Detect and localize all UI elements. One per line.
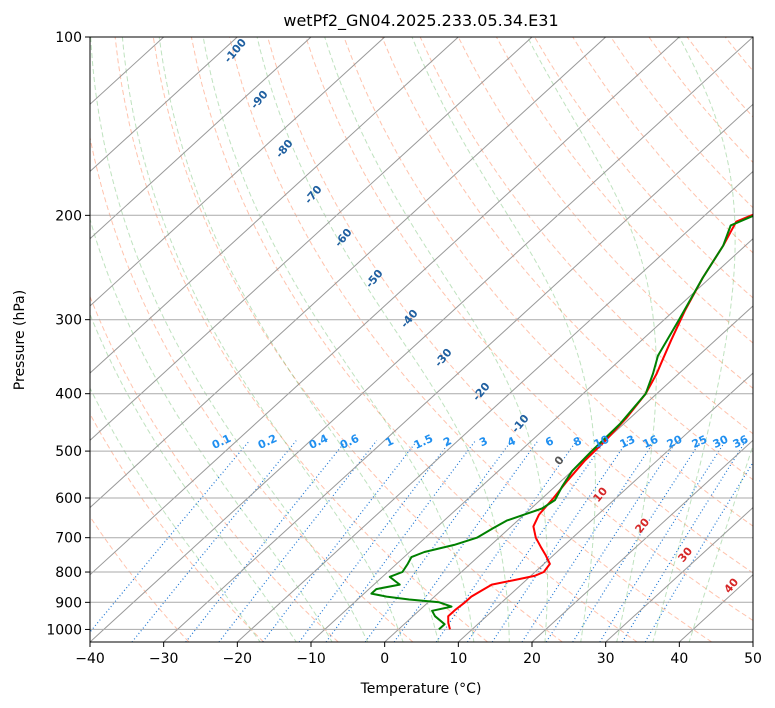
y-tick-label: 400	[55, 387, 82, 403]
mixing-ratio-line	[131, 440, 297, 642]
dry-adiabat	[229, 37, 712, 642]
y-tick-label: 200	[55, 208, 82, 224]
x-tick-label: 30	[597, 651, 615, 667]
x-tick-label: −30	[149, 651, 179, 667]
isotherm	[310, 237, 753, 642]
mixing-ratio-line	[298, 440, 452, 642]
mixing-ratio-label: 10	[592, 433, 612, 451]
plot-frame	[89, 36, 754, 643]
mixing-ratio-label: 13	[618, 433, 637, 451]
dry-adiabat	[457, 37, 753, 389]
y-tick-label: 300	[55, 313, 82, 329]
mixing-ratio-label: 36	[731, 433, 751, 451]
moist-adiabat	[527, 37, 657, 642]
dry-adiabat	[343, 37, 753, 527]
dry-adiabat	[495, 37, 753, 344]
moist-adiabat	[90, 313, 297, 642]
moist-adiabat	[90, 37, 369, 642]
mixing-ratio-line	[545, 440, 678, 642]
dry-adiabat	[534, 37, 753, 299]
mixing-ratio-line	[262, 440, 418, 642]
y-tick-label: 800	[55, 565, 82, 581]
moist-adiabat	[411, 37, 596, 642]
mixing-ratio-line	[435, 440, 578, 642]
dry-adiabat	[419, 37, 753, 435]
mixing-ratio-line	[218, 440, 378, 642]
isotherm	[90, 37, 312, 240]
isotherm	[384, 305, 753, 642]
grid-lines	[90, 37, 753, 642]
isotherm	[90, 37, 238, 173]
isotherm	[90, 37, 533, 442]
y-axis-label: Pressure (hPa)	[12, 290, 28, 390]
mixing-ratio-line	[90, 440, 251, 633]
temperature-trace	[447, 213, 753, 630]
x-tick-label: 50	[744, 651, 762, 667]
dry-adiabat	[90, 412, 264, 642]
x-tick-label: 40	[670, 651, 688, 667]
isotherm	[236, 170, 753, 642]
mixing-ratio-line	[621, 440, 747, 642]
y-tick-label: 600	[55, 491, 82, 507]
y-tick-label: 1000	[46, 622, 82, 638]
isotherm	[90, 37, 753, 642]
mixing-ratio-label: 16	[641, 433, 661, 451]
moist-adiabat	[121, 37, 404, 642]
x-tick-label: 20	[523, 651, 541, 667]
moist-adiabat	[324, 37, 549, 642]
isotherm	[531, 439, 753, 642]
mixing-ratio-line	[491, 440, 629, 642]
isotherm	[90, 37, 386, 307]
isotherm	[605, 506, 753, 642]
dry-adiabat	[152, 37, 563, 642]
x-tick-label: −40	[75, 651, 105, 667]
y-axis: 100 200 300 400 500 600 700 800 900 1000	[46, 30, 90, 638]
y-tick-label: 700	[55, 531, 82, 547]
mixing-ratio-label: 25	[690, 433, 709, 451]
chart-title: wetPf2_GN04.2025.233.05.34.E31	[283, 11, 558, 31]
x-tick-label: −20	[223, 651, 253, 667]
dewpoint-trace	[370, 214, 753, 631]
isotherm	[90, 37, 459, 374]
y-tick-label: 900	[55, 595, 82, 611]
mixing-ratio-label: 20	[665, 433, 685, 451]
isotherm	[90, 37, 680, 576]
x-tick-label: 0	[380, 651, 389, 667]
profile-traces	[370, 213, 753, 631]
mixing-ratio-line	[599, 440, 727, 642]
y-tick-label: 100	[55, 30, 82, 46]
isotherm	[90, 37, 607, 509]
dry-adiabat	[114, 37, 488, 642]
x-axis-label: Temperature (°C)	[360, 681, 482, 697]
dry-adiabat	[190, 37, 638, 642]
x-tick-label: 10	[449, 651, 467, 667]
moist-adiabat	[256, 37, 510, 642]
dry-adiabat	[267, 37, 753, 622]
x-tick-label: −10	[296, 651, 326, 667]
isotherm	[457, 372, 753, 642]
dry-adiabat	[305, 37, 753, 574]
x-axis: −40 −30 −20 −10 0 10 20 30 40 50	[75, 642, 762, 667]
dry-adiabat	[381, 37, 753, 481]
y-tick-label: 500	[55, 444, 82, 460]
mixing-ratio-line	[572, 440, 702, 642]
moist-adiabat	[90, 387, 261, 642]
mixing-ratio-line	[466, 440, 606, 642]
moist-adiabat	[688, 444, 753, 642]
mixing-ratio-line	[325, 440, 476, 642]
mixing-ratio-label: 30	[711, 433, 731, 451]
moist-adiabat	[90, 217, 333, 642]
isotherm	[163, 103, 753, 642]
mixing-ratio-line	[644, 461, 753, 642]
moist-adiabat	[652, 37, 736, 642]
